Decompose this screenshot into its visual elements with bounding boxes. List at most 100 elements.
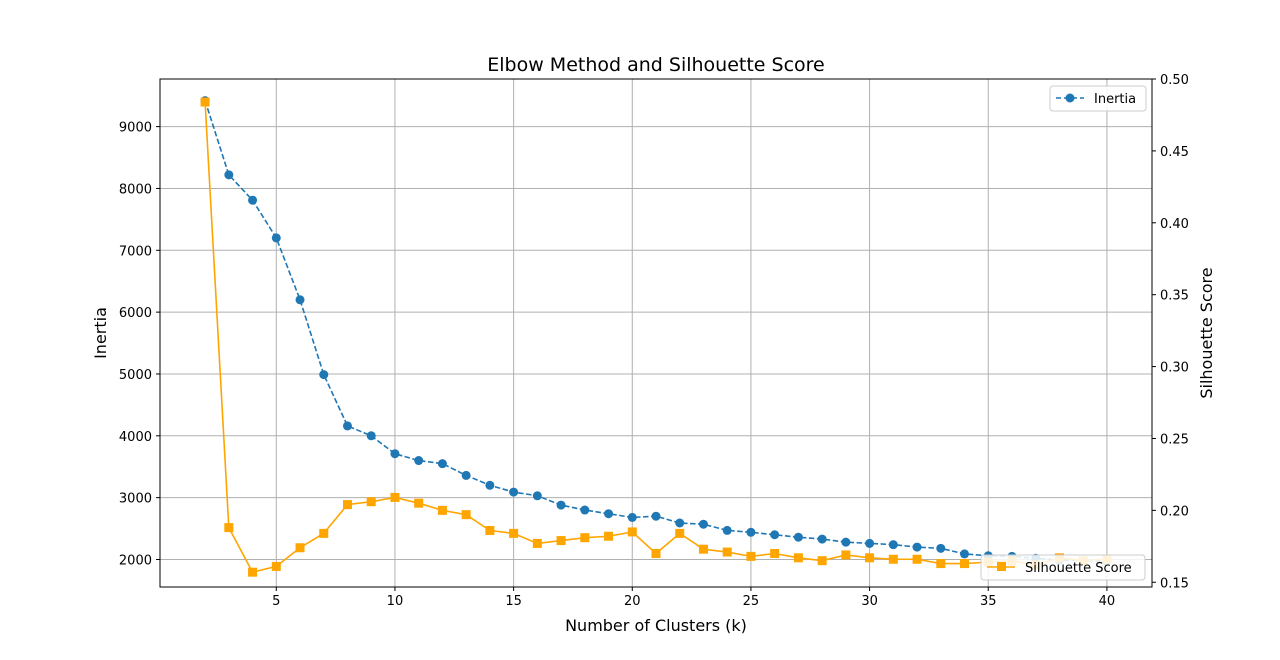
y-right-tick-label: 0.25 [1160, 432, 1189, 447]
y-right-tick-label: 0.50 [1160, 73, 1189, 88]
grid [160, 79, 1152, 587]
silhouette-score-point [627, 527, 637, 537]
inertia-point [627, 512, 637, 522]
series-layer [200, 96, 1112, 577]
legend-inertia-box [1049, 85, 1147, 112]
silhouette-score-point [200, 97, 210, 107]
chart-title: Elbow Method and Silhouette Score [487, 54, 825, 76]
silhouette-score-point [580, 533, 590, 543]
inertia-point [675, 518, 685, 528]
inertia-point [817, 534, 827, 544]
y-left-tick-label: 9000 [119, 121, 152, 136]
x-tick-label: 20 [624, 594, 641, 609]
silhouette-score-line [204, 101, 1107, 574]
legend-inertia-marker [1065, 93, 1075, 103]
y-left-tick-label: 7000 [119, 244, 152, 259]
inertia-point [865, 538, 875, 548]
silhouette-score-point [841, 550, 851, 560]
inertia-point [366, 431, 376, 441]
x-tick-label: 5 [272, 594, 280, 609]
silhouette-score-point [532, 538, 542, 548]
inertia-line [204, 100, 1107, 563]
x-tick-label: 35 [980, 594, 997, 609]
axes: 5 10 15 20 25 30 35 40 2000 3000 4000 5000 6000 7000 8… [119, 73, 1189, 609]
silhouette-score-point [485, 525, 495, 535]
inertia-point [224, 170, 234, 180]
silhouette-score-point [960, 559, 970, 569]
y-right-tick-label: 0.15 [1160, 576, 1189, 591]
silhouette-score-point [912, 554, 922, 564]
silhouette-score-point [437, 505, 447, 515]
silhouette-score-point [248, 567, 258, 577]
silhouette-score-point [271, 561, 281, 571]
silhouette-score-point [698, 544, 708, 554]
silhouette-score-point [651, 548, 661, 558]
y-axis-right-title: Silhouette Score [1197, 267, 1216, 398]
inertia-point [888, 540, 898, 550]
inertia-point [295, 295, 305, 305]
inertia-point [770, 530, 780, 540]
legend-silhouette: Silhouette Score [980, 554, 1146, 581]
inertia-point [698, 519, 708, 529]
plot-frame [159, 78, 1153, 588]
silhouette-score-point [366, 497, 376, 507]
y-right-tick-label: 0.30 [1160, 361, 1189, 376]
silhouette-score-point [414, 498, 424, 508]
y-left-tick-label: 8000 [119, 182, 152, 197]
silhouette-score-point [770, 548, 780, 558]
legend-silhouette-box [980, 554, 1146, 581]
inertia-point [841, 537, 851, 547]
inertia-point [509, 487, 519, 497]
x-tick-label: 15 [505, 594, 522, 609]
silhouette-score-point [888, 554, 898, 564]
inertia-point [390, 449, 400, 459]
inertia-point [651, 511, 661, 521]
inertia-point [461, 470, 471, 480]
inertia-point [960, 549, 970, 559]
silhouette-score-point [295, 543, 305, 553]
inertia-point [532, 491, 542, 501]
legend-inertia: Inertia [1049, 85, 1147, 112]
silhouette-score-point [319, 528, 329, 538]
legend-silhouette-marker [997, 562, 1006, 571]
y-right-tick-label: 0.40 [1160, 217, 1189, 232]
inertia-point [746, 527, 756, 537]
silhouette-score-point [461, 510, 471, 520]
x-tick-label: 30 [861, 594, 878, 609]
x-tick-label: 40 [1099, 594, 1116, 609]
inertia-point [342, 421, 352, 431]
legend-inertia-label: Inertia [1094, 92, 1136, 107]
y-left-tick-label: 4000 [119, 430, 152, 445]
inertia-point [414, 456, 424, 466]
silhouette-score-point [390, 492, 400, 502]
silhouette-score-point [865, 553, 875, 563]
y-left-tick-label: 6000 [119, 306, 152, 321]
silhouette-score-point [722, 547, 732, 557]
inertia-point [271, 233, 281, 243]
silhouette-score-point [675, 528, 685, 538]
inertia-point [580, 505, 590, 515]
inertia-point [912, 542, 922, 552]
y-right-tick-label: 0.20 [1160, 504, 1189, 519]
y-left-tick-label: 3000 [119, 492, 152, 507]
x-axis-title: Number of Clusters (k) [565, 616, 747, 635]
silhouette-score-point [509, 528, 519, 538]
inertia-point [604, 509, 614, 519]
y-axis-left-title: Inertia [91, 307, 110, 359]
silhouette-score-point [793, 553, 803, 563]
silhouette-score-point [936, 559, 946, 569]
x-tick-label: 10 [387, 594, 404, 609]
y-right-tick-label: 0.45 [1160, 145, 1189, 160]
inertia-point [485, 480, 495, 490]
silhouette-score-point [342, 500, 352, 510]
y-left-tick-label: 2000 [119, 553, 152, 568]
y-left-tick-label: 5000 [119, 368, 152, 383]
silhouette-score-point [224, 523, 234, 533]
inertia-point [556, 500, 566, 510]
inertia-point [319, 370, 329, 380]
y-right-tick-label: 0.35 [1160, 289, 1189, 304]
inertia-point [793, 532, 803, 542]
inertia-point [437, 459, 447, 469]
